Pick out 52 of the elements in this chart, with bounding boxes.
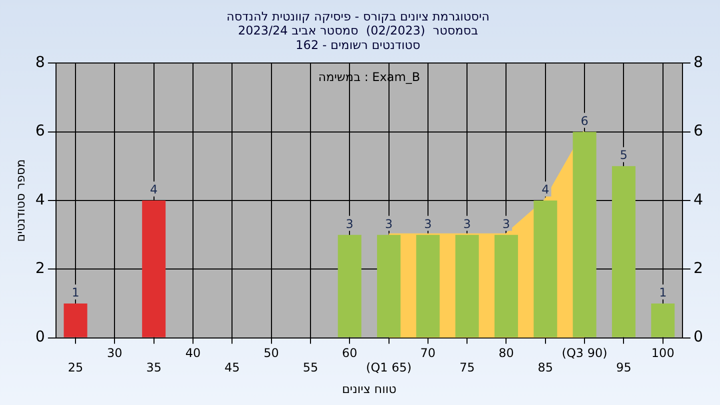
bar [455, 234, 479, 338]
x-tick-label: 35 [146, 360, 162, 375]
x-tick-label: 30 [107, 346, 122, 360]
bar [612, 166, 636, 338]
y-tick-label: 2 [35, 259, 45, 278]
bar [494, 234, 518, 338]
data-label: 3 [463, 216, 471, 231]
x-tick-label: (Q3 90) [562, 346, 608, 360]
x-tick-label: 100 [651, 346, 674, 360]
x-tick-label: 75 [459, 360, 475, 375]
y-tick-label: 8 [35, 53, 45, 72]
y-tick-label: 6 [35, 122, 45, 140]
y-tick-label: 4 [35, 190, 45, 208]
y-axis-title: מספר סטודנטים [13, 159, 28, 242]
x-tick-label: 60 [342, 346, 358, 360]
x-tick-label: 25 [68, 360, 84, 375]
y2-tick-label: 6 [693, 122, 704, 140]
data-label: 3 [502, 216, 510, 231]
x-tick-label: 55 [302, 360, 318, 375]
data-label: 3 [384, 216, 393, 231]
x-axis-title: טווח ציונים [342, 382, 397, 396]
data-label: 1 [659, 285, 667, 300]
data-label: 5 [620, 148, 628, 162]
x-tick-label: 85 [538, 360, 554, 375]
bar [416, 234, 440, 338]
bar [534, 200, 558, 338]
bar [64, 303, 88, 338]
x-tick-label: 95 [616, 360, 632, 375]
bar [572, 132, 596, 338]
bar [377, 234, 401, 338]
data-label: 3 [346, 216, 354, 231]
data-label: 4 [542, 182, 550, 196]
data-label: 3 [424, 216, 432, 231]
y2-tick-label: 0 [693, 328, 704, 346]
bar [651, 303, 675, 338]
x-tick-label: 80 [498, 346, 514, 360]
data-label: 6 [580, 114, 588, 128]
data-label: 1 [72, 285, 80, 300]
y-tick-label: 0 [35, 328, 45, 346]
bar [338, 234, 362, 338]
x-tick-label: 45 [224, 360, 240, 375]
y2-tick-label: 2 [693, 259, 704, 278]
data-label: 4 [150, 182, 158, 196]
chart-subtitle: בסמסטר (02/2023) סמסטר אביב 2023/24 סטודנטים רשומים - 162 [238, 24, 478, 52]
x-tick-label: 70 [420, 346, 436, 360]
y2-tick-label: 4 [693, 190, 704, 208]
bar [142, 200, 166, 338]
y2-tick-label: 8 [693, 53, 704, 72]
x-tick-label: (Q1 65) [366, 360, 412, 375]
x-tick-label: 40 [185, 346, 201, 360]
x-tick-label: 50 [264, 346, 279, 360]
chart-title: היסטוגרמת ציונים בקורס - פיסיקה קוונטית להנדסה [226, 9, 490, 24]
